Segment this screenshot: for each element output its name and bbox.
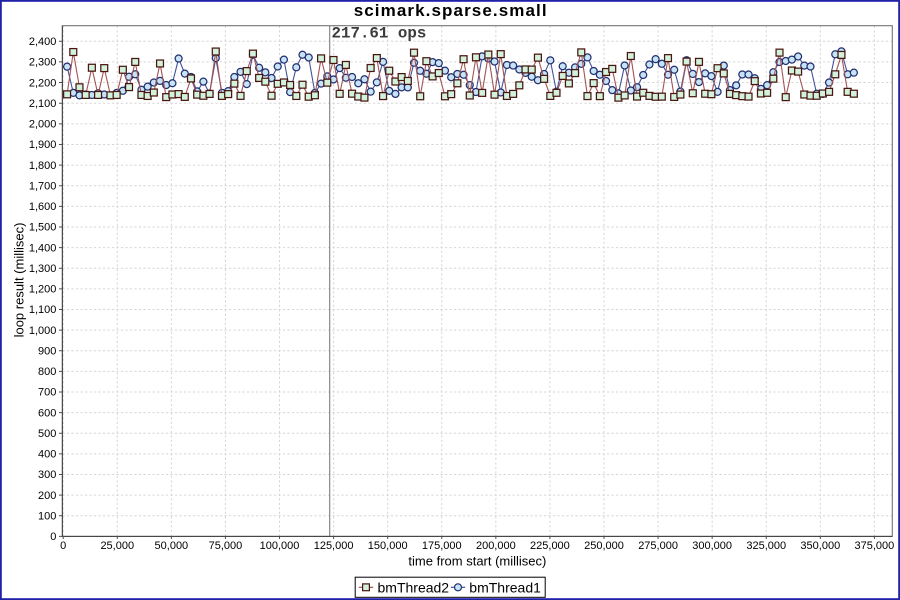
svg-text:2,100: 2,100	[29, 98, 57, 110]
svg-text:1,600: 1,600	[29, 201, 57, 213]
svg-text:1,000: 1,000	[29, 325, 57, 337]
svg-text:200,000: 200,000	[476, 540, 516, 552]
svg-text:150,000: 150,000	[368, 540, 408, 552]
svg-text:400: 400	[38, 449, 56, 461]
svg-text:250,000: 250,000	[584, 540, 624, 552]
svg-text:300: 300	[38, 469, 56, 481]
svg-text:0: 0	[50, 531, 56, 543]
svg-text:500: 500	[38, 428, 56, 440]
svg-text:1,700: 1,700	[29, 180, 57, 192]
svg-text:loop result (millisec): loop result (millisec)	[11, 223, 26, 338]
svg-text:275,000: 275,000	[638, 540, 678, 552]
svg-text:600: 600	[38, 407, 56, 419]
svg-text:1,200: 1,200	[29, 284, 57, 296]
svg-text:1,300: 1,300	[29, 263, 57, 275]
svg-text:217.61 ops: 217.61 ops	[332, 24, 427, 42]
svg-text:1,100: 1,100	[29, 304, 57, 316]
svg-text:700: 700	[38, 387, 56, 399]
svg-text:1,800: 1,800	[29, 160, 57, 172]
svg-text:1,400: 1,400	[29, 242, 57, 254]
svg-text:900: 900	[38, 345, 56, 357]
svg-text:325,000: 325,000	[746, 540, 786, 552]
svg-text:2,200: 2,200	[29, 77, 57, 89]
svg-text:300,000: 300,000	[692, 540, 732, 552]
svg-text:350,000: 350,000	[800, 540, 840, 552]
svg-text:175,000: 175,000	[422, 540, 462, 552]
svg-text:100: 100	[38, 510, 56, 522]
svg-text:375,000: 375,000	[855, 540, 895, 552]
svg-text:1,500: 1,500	[29, 222, 57, 234]
svg-text:75,000: 75,000	[209, 540, 243, 552]
svg-text:time from start (millisec): time from start (millisec)	[408, 554, 546, 569]
svg-text:2,400: 2,400	[29, 36, 57, 48]
svg-text:1,900: 1,900	[29, 139, 57, 151]
svg-text:2,300: 2,300	[29, 57, 57, 69]
svg-text:125,000: 125,000	[314, 540, 354, 552]
svg-text:50,000: 50,000	[155, 540, 189, 552]
svg-text:200: 200	[38, 490, 56, 502]
svg-text:25,000: 25,000	[100, 540, 134, 552]
svg-text:bmThread1: bmThread1	[469, 580, 541, 596]
svg-text:0: 0	[60, 540, 66, 552]
svg-text:225,000: 225,000	[530, 540, 570, 552]
svg-text:2,000: 2,000	[29, 119, 57, 131]
svg-text:bmThread2: bmThread2	[378, 580, 450, 596]
svg-text:800: 800	[38, 366, 56, 378]
svg-text:100,000: 100,000	[260, 540, 300, 552]
svg-text:scimark.sparse.small: scimark.sparse.small	[354, 1, 548, 20]
